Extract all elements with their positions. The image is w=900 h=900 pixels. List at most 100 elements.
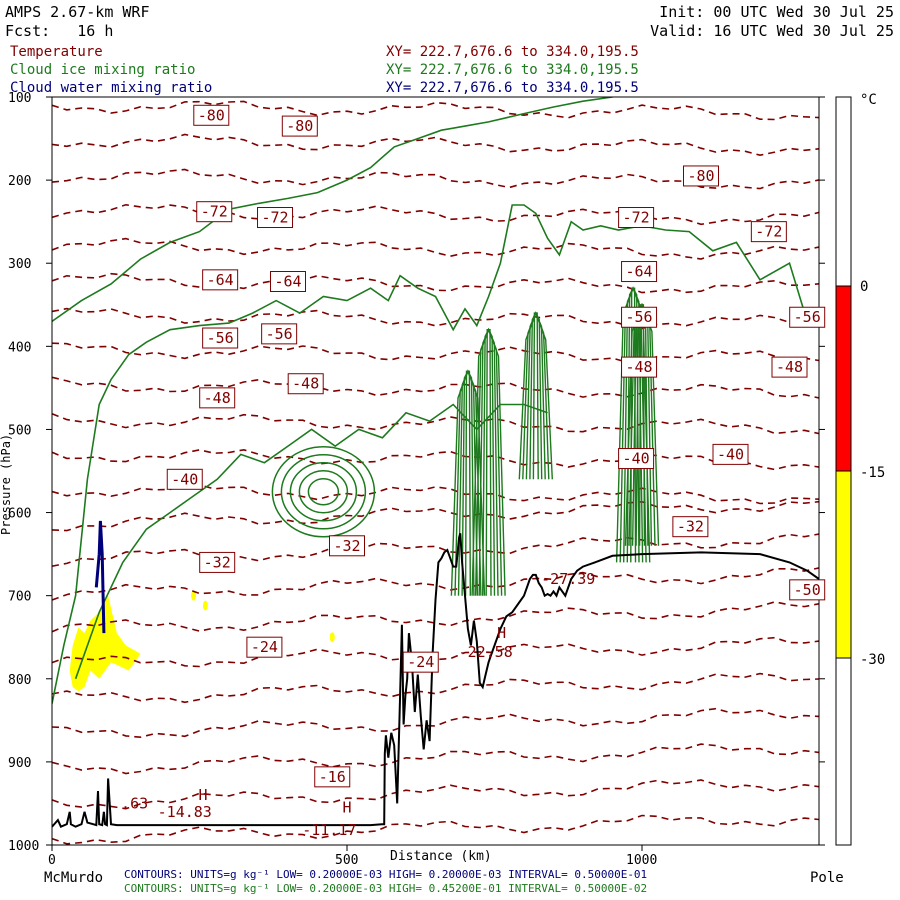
plot-frame xyxy=(51,96,820,846)
temperature-shade-yellow xyxy=(69,595,147,692)
temperature-isotherm xyxy=(52,601,819,633)
temperature-label: -48 xyxy=(776,358,803,376)
temperature-label-box xyxy=(246,636,283,658)
temperature-label-box xyxy=(166,468,203,490)
temperature-label: -14.83 xyxy=(158,803,212,821)
temperature-label: -48 xyxy=(626,358,653,376)
temperature-shade-yellow-dot xyxy=(202,600,208,611)
temperature-label-box xyxy=(789,306,826,328)
temperature-label: -32 xyxy=(677,518,704,536)
temperature-label: -11.17 xyxy=(302,821,356,839)
temperature-label: -80 xyxy=(286,117,313,135)
temperature-label-box xyxy=(314,766,351,788)
temperature-label: -64 xyxy=(207,271,234,289)
temperature-label: -40 xyxy=(171,470,198,488)
temperature-label-box xyxy=(618,448,655,470)
temperature-label: -48 xyxy=(204,389,231,407)
contour-info-water: CONTOURS: UNITS=g kg⁻¹ LOW= 0.20000E-03 … xyxy=(124,868,647,881)
y-tick-label: 800 xyxy=(8,673,31,688)
valid-time: Valid: 16 UTC Wed 30 Jul 25 xyxy=(650,22,894,40)
cloud-ice-plume-contour xyxy=(485,329,492,596)
temperature-label: -50 xyxy=(794,581,821,599)
temperature-label: -64 xyxy=(274,273,301,291)
y-tick-label: 100 xyxy=(8,91,31,106)
cloud-water-contour xyxy=(94,520,106,634)
y-tick-label: 200 xyxy=(8,174,31,189)
temperature-isotherm xyxy=(52,237,819,260)
temperature-label: -27.39 xyxy=(541,570,595,588)
forecast-hour: Fcst: 16 h xyxy=(5,22,114,40)
temperature-label-box xyxy=(196,201,233,223)
temperature-label-box xyxy=(193,104,230,126)
temperature-isotherm xyxy=(52,567,819,601)
field-xy-temperature: XY= 222.7,676.6 to 334.0,195.5 xyxy=(386,44,639,60)
temperature-label: -16 xyxy=(319,768,346,786)
location-right: Pole xyxy=(810,870,844,886)
colorbar-label-m15: -15 xyxy=(860,465,885,481)
y-tick-label: 400 xyxy=(8,340,31,355)
temperature-label: -40 xyxy=(623,450,650,468)
temperature-label: -80 xyxy=(687,167,714,185)
temperature-label: -32 xyxy=(333,537,360,555)
y-tick-label: 1000 xyxy=(8,839,39,854)
temperature-label: -40 xyxy=(717,445,744,463)
cloud-ice-closed-contour xyxy=(280,454,367,530)
temperature-isotherm xyxy=(52,779,819,810)
colorbar-label-0: 0 xyxy=(860,279,868,295)
temperature-label-box xyxy=(621,306,658,328)
y-tick-label: 600 xyxy=(8,507,31,522)
temperature-isotherm xyxy=(52,500,819,532)
cloud-ice-closed-contour xyxy=(271,446,376,538)
temperature-isotherm xyxy=(52,814,819,845)
temperature-isotherm xyxy=(52,743,819,775)
colorbar-segment-above-0 xyxy=(835,96,852,287)
temperature-label-box xyxy=(281,115,318,137)
temperature-isotherm xyxy=(52,483,819,505)
temperature-isotherm xyxy=(52,342,819,364)
temperature-label-box xyxy=(270,271,306,293)
temperature-label: -24 xyxy=(251,638,278,656)
cloud-ice-plume-contour xyxy=(471,327,506,596)
temperature-label-box xyxy=(618,207,655,229)
temperature-label: -80 xyxy=(198,106,225,124)
colorbar: °C 0 -15 -30 xyxy=(835,92,885,846)
temperature-high-marker: H xyxy=(497,624,506,642)
temperature-label-box xyxy=(621,261,658,283)
location-left: McMurdo xyxy=(44,870,103,886)
cloud-ice-plume-contour xyxy=(450,369,486,596)
temperature-label: -56 xyxy=(266,325,293,343)
temperature-label-box xyxy=(750,221,787,243)
temperature-label-box xyxy=(621,356,658,378)
temperature-isotherm xyxy=(52,448,819,471)
temperature-shade-yellow-dot xyxy=(329,632,335,643)
cloud-ice-contour-upper xyxy=(52,97,613,323)
y-axis-label: Pressure (hPa) xyxy=(0,434,13,535)
temperature-label: -72 xyxy=(261,209,288,227)
temperature-label: -32 xyxy=(204,553,231,571)
contour-info-ice: CONTOURS: UNITS=g kg⁻¹ LOW= 0.20000E-03 … xyxy=(124,882,647,895)
temperature-label: -56 xyxy=(794,308,821,326)
cloud-ice-contour-outer xyxy=(52,204,819,704)
temperature-label: -48 xyxy=(292,375,319,393)
cloud-ice-plume-contour xyxy=(529,311,543,480)
temperature-label-box xyxy=(771,356,808,378)
temperature-label: -56 xyxy=(626,308,653,326)
temperature-isotherm xyxy=(52,672,819,704)
temperature-label-box xyxy=(672,516,709,538)
temperature-label: -64 xyxy=(626,263,653,281)
temperature-isotherm xyxy=(52,707,819,739)
temperature-isotherm xyxy=(52,413,819,435)
temperature-label: -56 xyxy=(207,329,234,347)
y-tick-label: 500 xyxy=(8,423,31,438)
y-tick-label: 300 xyxy=(8,257,31,272)
temperature-shade-yellow-dot xyxy=(191,590,197,601)
x-tick-label: 500 xyxy=(335,853,358,868)
temperature-label-box xyxy=(329,535,365,557)
temperature-isotherm xyxy=(52,533,819,567)
temperature-label: -24 xyxy=(407,653,434,671)
temperature-isotherm xyxy=(52,636,819,668)
init-time: Init: 00 UTC Wed 30 Jul 25 xyxy=(659,3,894,21)
cloud-ice-plume-contour xyxy=(525,311,546,480)
temperature-label-box xyxy=(402,651,439,673)
